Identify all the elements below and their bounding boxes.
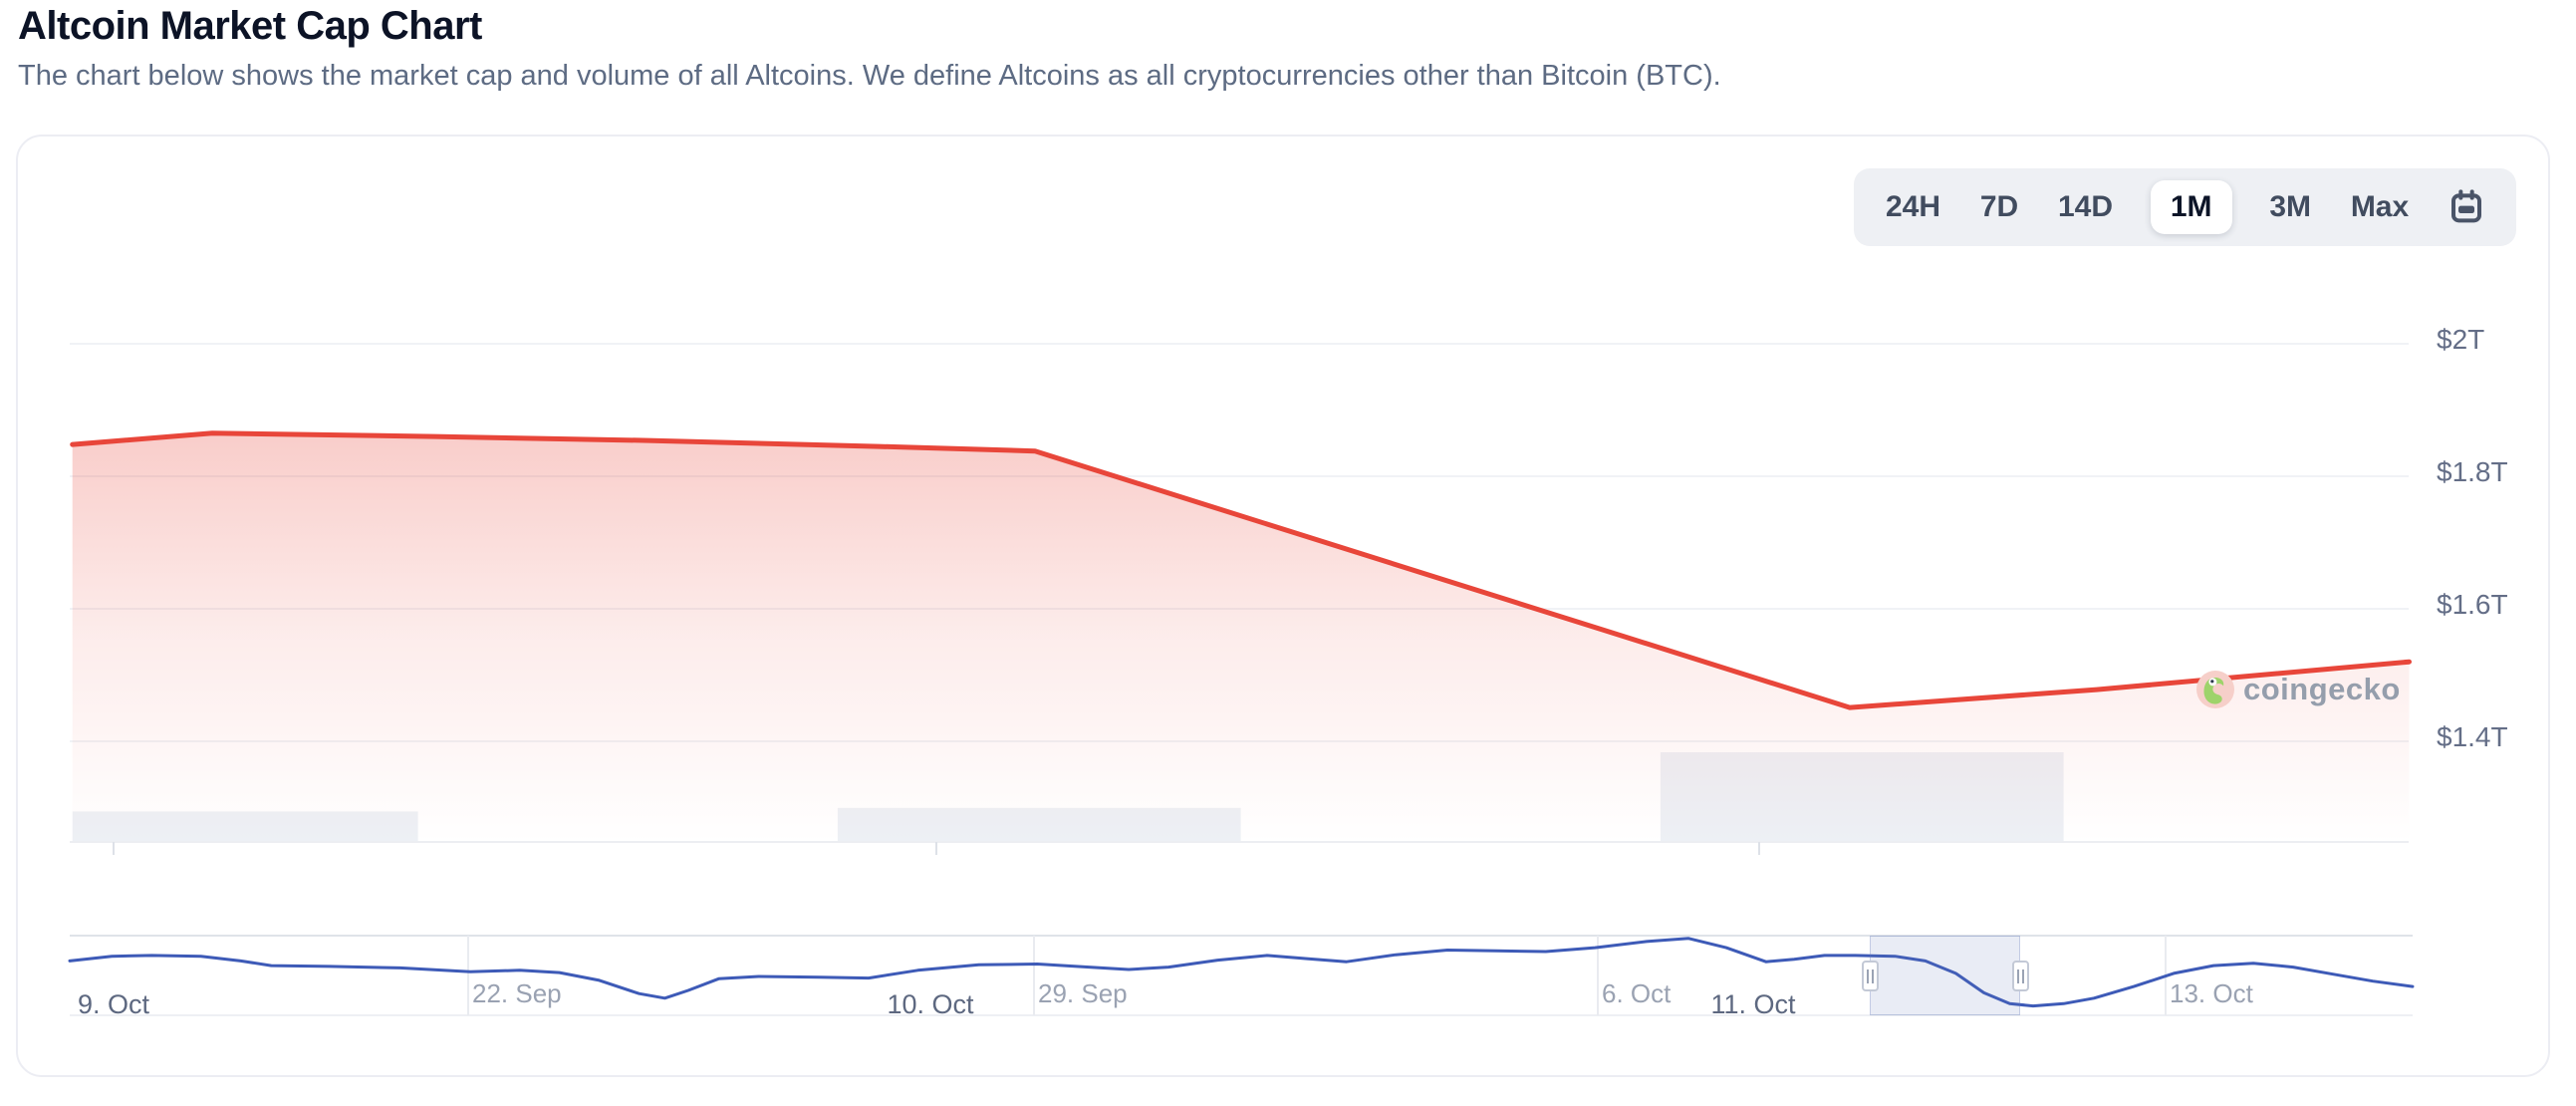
range-button-1m[interactable]: 1M	[2150, 180, 2232, 234]
nav-label-6-oct: 6. Oct	[1602, 978, 1672, 1008]
nav-label-22-sep: 22. Sep	[472, 978, 562, 1008]
navigator-chart[interactable]	[18, 137, 2552, 1079]
calendar-icon	[2450, 189, 2481, 223]
page-subtitle: The chart below shows the market cap and…	[18, 60, 1721, 92]
chart-card: 24H 7D 14D 1M 3M Max coingecko $2T $1.8T…	[16, 135, 2550, 1077]
range-button-7d[interactable]: 7D	[1978, 180, 2020, 234]
coingecko-watermark: coingecko	[2195, 669, 2401, 710]
range-toolbar: 24H 7D 14D 1M 3M Max	[1854, 168, 2516, 246]
y-axis-label-1-8t: $1.8T	[2437, 456, 2508, 487]
coingecko-logo-icon	[2196, 671, 2234, 708]
watermark-text: coingecko	[2243, 672, 2401, 706]
nav-label-13-oct: 13. Oct	[2170, 978, 2253, 1008]
range-button-14d[interactable]: 14D	[2056, 180, 2115, 234]
y-axis-label-2t: $2T	[2437, 324, 2485, 355]
page-title: Altcoin Market Cap Chart	[18, 4, 482, 48]
navigator-handle-right[interactable]	[2012, 961, 2029, 991]
market-cap-chart[interactable]	[18, 137, 2552, 1079]
navigator-selection[interactable]	[1870, 936, 2020, 1015]
calendar-button[interactable]	[2447, 187, 2486, 227]
y-axis-label-1-6t: $1.6T	[2437, 589, 2508, 620]
range-button-3m[interactable]: 3M	[2267, 180, 2313, 234]
navigator-handle-left[interactable]	[1862, 961, 1879, 991]
range-button-max[interactable]: Max	[2349, 180, 2411, 234]
y-axis-label-1-4t: $1.4T	[2437, 721, 2508, 752]
range-button-24h[interactable]: 24H	[1884, 180, 1942, 234]
nav-label-29-sep: 29. Sep	[1038, 978, 1128, 1008]
